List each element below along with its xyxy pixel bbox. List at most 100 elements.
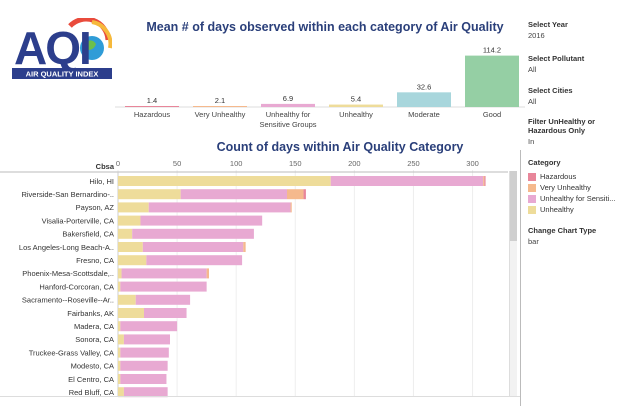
stacked-bar-segment[interactable] [118,189,181,200]
stacked-bar-segment[interactable] [303,189,306,200]
row-label: Sacramento--Roseville--Ar.. [22,296,114,305]
top-bar[interactable] [465,55,519,107]
stacked-bar-segment[interactable] [118,360,121,371]
top-category-label: Very Unhealthy [195,110,246,119]
legend-swatch-sensitive [528,194,536,203]
stacked-bar-segment[interactable] [146,255,243,266]
stacked-bar-segment[interactable] [120,281,207,292]
row-label: Riverside-San Bernardino-.. [21,190,114,199]
row-label: Los Angeles-Long Beach-A.. [19,243,114,252]
x-tick-label: 200 [348,159,361,168]
stacked-bar-segment[interactable] [120,374,167,384]
stacked-bar-segment[interactable] [287,189,304,200]
row-label: Sonora, CA [75,335,114,344]
stacked-bar-segment[interactable] [118,268,122,279]
panel-divider [520,150,521,406]
stacked-bar-segment[interactable] [120,360,168,371]
scrollbar-thumb[interactable] [510,171,517,241]
stacked-bar-segment[interactable] [123,334,170,345]
top-bar[interactable] [329,104,383,107]
stacked-bar-segment[interactable] [118,202,149,213]
stacked-bar-segment[interactable] [120,321,178,332]
stacked-bar-segment[interactable] [132,228,254,239]
stacked-bar-segment[interactable] [118,347,121,358]
legend-swatch-hazardous [528,172,536,181]
stacked-bar-segment[interactable] [123,387,168,398]
year-filter-value[interactable]: 2016 [528,31,545,40]
pollutant-filter[interactable]: Select Pollutant All [528,54,584,74]
stacked-bar-segment[interactable] [118,294,136,305]
stacked-bar-segment[interactable] [144,308,187,318]
row-label: El Centro, CA [68,375,114,384]
stacked-bar-segment[interactable] [118,374,121,384]
top-bar-value: 2.1 [215,96,225,105]
chart-type-label: Change Chart Type [528,226,597,235]
stacked-bar-segment[interactable] [118,176,331,186]
unhealthy-filter[interactable]: Filter UnHealthy or Hazardous Only In [528,117,595,146]
top-bar-value: 32.6 [417,82,432,91]
stacked-bar-segment[interactable] [135,294,191,305]
top-category-label: Unhealthy [339,110,373,119]
unhealthy-filter-value[interactable]: In [528,137,535,146]
top-category-label: Unhealthy for [266,110,311,119]
pollutant-filter-value[interactable]: All [528,65,537,74]
stacked-bar-segment[interactable] [118,387,124,398]
legend-item-very-unhealthy[interactable]: Very Unhealthy [528,182,615,193]
legend-item-unhealthy[interactable]: Unhealthy [528,204,615,215]
stacked-bar-segment[interactable] [484,176,486,186]
top-bar[interactable] [125,106,179,107]
legend-label-sensitive: Unhealthy for Sensiti... [540,194,616,203]
stacked-bar-segment[interactable] [118,281,121,292]
x-tick-label: 0 [116,159,120,168]
cities-filter[interactable]: Select Cities All [528,86,573,106]
stacked-bar-segment[interactable] [243,242,246,252]
stacked-bar-segment[interactable] [118,308,144,318]
x-tick-label: 250 [407,159,420,168]
chart-type-filter[interactable]: Change Chart Type bar [528,226,596,246]
stacked-bar-segment[interactable] [118,215,141,226]
x-tick-label: 300 [466,159,479,168]
legend-swatch-very-unhealthy [528,183,536,192]
cities-filter-value[interactable]: All [528,97,537,106]
top-bar[interactable] [261,103,315,107]
row-label: Hanford-Corcoran, CA [39,282,114,291]
row-label: Fresno, CA [76,256,114,265]
stacked-bar-segment[interactable] [180,189,287,200]
top-bar-value: 114.2 [483,46,501,55]
top-bar-value: 6.9 [283,94,293,103]
legend-item-hazardous[interactable]: Hazardous [528,171,615,182]
top-bar[interactable] [193,106,247,107]
top-category-label: Good [483,110,501,119]
stacked-bar-segment[interactable] [118,242,143,252]
top-category-label: Moderate [408,110,440,119]
category-legend: Category Hazardous Very Unhealthy Unheal… [528,158,615,215]
row-label: Payson, AZ [76,203,115,212]
chart-type-value[interactable]: bar [528,237,539,246]
stacked-bar-segment[interactable] [140,215,263,226]
legend-item-sensitive[interactable]: Unhealthy for Sensiti... [528,193,615,204]
year-filter-label: Select Year [528,20,568,29]
stacked-bar-segment[interactable] [118,321,121,332]
mean-days-chart: 1.4 Hazardous 2.1 Very Unhealthy 6.9 Unhealth… [115,46,525,129]
stacked-bar-segment[interactable] [118,228,133,239]
legend-swatch-unhealthy [528,205,536,214]
stacked-bar-segment[interactable] [290,202,292,213]
stacked-bar-segment[interactable] [206,268,209,279]
stacked-bar-segment[interactable] [142,242,244,252]
stacked-bar-segment[interactable] [118,255,147,266]
top-bar[interactable] [397,92,451,107]
stacked-bar-segment[interactable] [120,347,169,358]
chart-scrollbar[interactable] [509,171,517,396]
stacked-bar-segment[interactable] [118,334,124,345]
legend-label-very-unhealthy: Very Unhealthy [540,183,591,192]
year-filter[interactable]: Select Year 2016 [528,20,568,40]
stacked-bar-segment[interactable] [330,176,484,186]
stacked-bar-segment[interactable] [148,202,291,213]
stacked-bar-segment[interactable] [483,176,485,186]
stacked-bar-segment[interactable] [121,268,207,279]
cities-filter-label: Select Cities [528,86,573,95]
legend-title: Category [528,158,561,167]
count-days-chart: 0 50 100 150 200 250 300 Cbsa Hilo, HI Riverside-… [0,159,508,398]
top-bar-value: 1.4 [147,96,157,105]
row-label: Fairbanks, AK [67,309,114,318]
